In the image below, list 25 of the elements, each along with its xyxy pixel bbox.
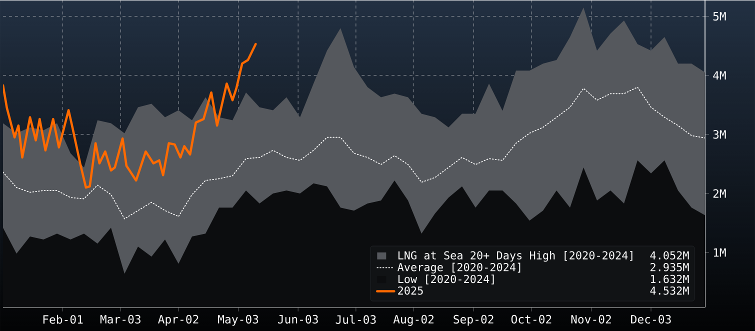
x-tick-label: Jun-03 <box>278 314 318 324</box>
y-tick-label: 3M <box>713 130 726 139</box>
x-tick-label: Aug-02 <box>393 314 434 326</box>
x-tick-label: Mar-03 <box>100 314 140 324</box>
legend-label: 2025 <box>398 286 423 295</box>
x-tick-label: Nov-02 <box>571 314 611 324</box>
x-tick-label: Jul-03 <box>336 314 376 324</box>
annotation: 4.532M <box>650 286 689 295</box>
legend-label: LNG at Sea 20+ Days High [2020-2024] <box>398 250 632 262</box>
y-tick-label: 4M <box>713 71 726 80</box>
x-tick-label: Apr-02 <box>158 314 198 326</box>
annotation: 4.052M <box>650 251 689 260</box>
x-tick-label: Oct-02 <box>511 314 552 324</box>
line-series <box>3 42 257 188</box>
x-tick-label: Feb-01 <box>43 314 83 324</box>
annotation: 1.632M <box>651 274 689 283</box>
annotation: 2.935M <box>650 262 689 272</box>
x-tick-label: Dec-03 <box>631 314 671 324</box>
x-tick-label: May-03 <box>218 314 258 326</box>
legend-label: Low [2020-2024] <box>398 274 494 284</box>
y-tick-label: 2M <box>713 189 726 198</box>
y-tick-label: 1M <box>714 248 726 256</box>
x-tick-label: Sep-02 <box>454 314 494 326</box>
legend-label: Average [2020-2024] <box>398 262 520 274</box>
y-tick-label: 5M <box>713 12 726 20</box>
